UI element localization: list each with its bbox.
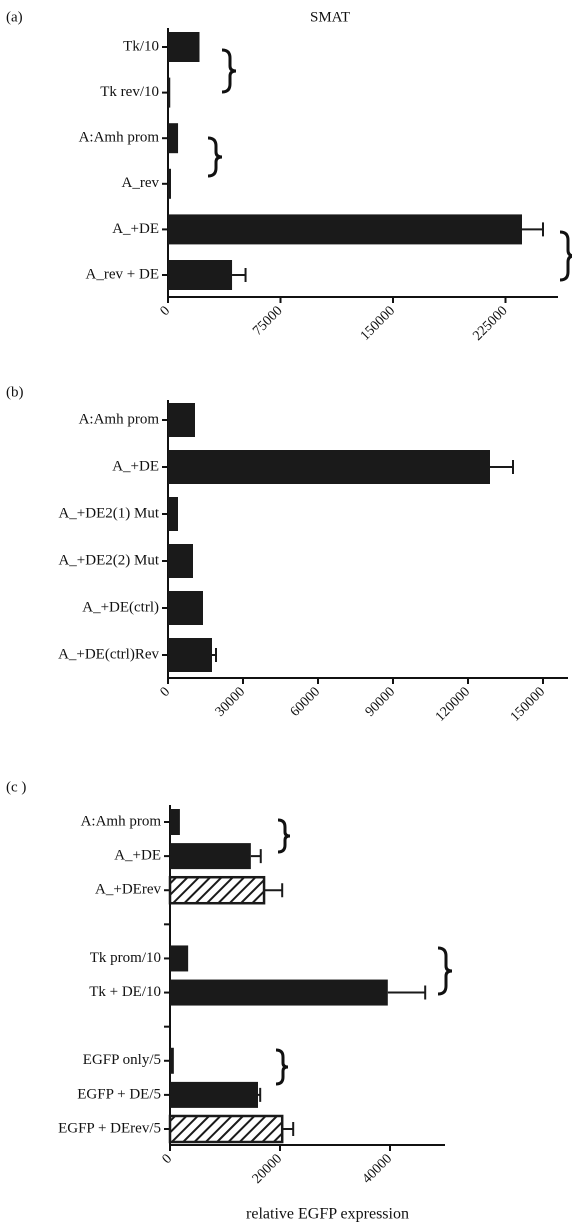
y-tick-label: EGFP + DE/5 bbox=[77, 1086, 161, 1102]
bar bbox=[168, 123, 179, 154]
x-tick-label: 225000 bbox=[470, 303, 510, 343]
y-tick-label: EGFP + DErev/5 bbox=[58, 1120, 161, 1136]
error-bar bbox=[490, 460, 514, 474]
y-tick-label: Tk/10 bbox=[123, 38, 159, 54]
error-bar bbox=[387, 985, 427, 1000]
y-tick-label: A_+DE bbox=[112, 221, 159, 237]
x-tick-label: 150000 bbox=[508, 684, 548, 724]
bar bbox=[168, 77, 171, 108]
bar bbox=[168, 32, 200, 62]
chart-title: SMAT bbox=[310, 9, 350, 25]
x-tick-label: 75000 bbox=[250, 303, 285, 338]
y-tick-label: A_+DErev bbox=[95, 882, 161, 898]
bar bbox=[168, 260, 233, 290]
error-bar bbox=[258, 1087, 262, 1102]
error-bar bbox=[232, 268, 247, 282]
bar bbox=[170, 809, 180, 835]
panel-label: (c ) bbox=[6, 779, 26, 795]
brace bbox=[275, 1048, 289, 1086]
bar bbox=[168, 168, 171, 199]
x-tick-label: 0 bbox=[160, 1151, 176, 1167]
x-tick-label: 0 bbox=[158, 303, 174, 319]
error-bar bbox=[250, 849, 262, 864]
x-tick-label: 120000 bbox=[433, 684, 473, 724]
y-tick-label: Tk + DE/10 bbox=[89, 984, 161, 1000]
y-tick-label: A_+DE bbox=[114, 848, 161, 864]
y-tick-label: A:Amh prom bbox=[81, 813, 162, 829]
x-tick-label: 40000 bbox=[360, 1151, 395, 1186]
brace bbox=[221, 48, 237, 94]
error-bar bbox=[264, 883, 284, 898]
error-bar bbox=[212, 648, 217, 662]
bar bbox=[170, 979, 388, 1006]
y-tick-label: A_+DE(ctrl)Rev bbox=[58, 646, 159, 662]
x-tick-label: 20000 bbox=[250, 1151, 285, 1186]
bar bbox=[168, 214, 522, 245]
bar bbox=[170, 1047, 174, 1074]
bar bbox=[168, 591, 203, 625]
error-bar bbox=[522, 222, 544, 237]
bar bbox=[170, 1081, 258, 1108]
y-tick-label: A_+DE(ctrl) bbox=[82, 599, 159, 615]
y-tick-label: A_+DE2(2) Mut bbox=[58, 552, 159, 568]
x-tick-label: 0 bbox=[158, 684, 174, 700]
y-tick-label: Tk prom/10 bbox=[90, 950, 161, 966]
y-tick-label: A_rev + DE bbox=[86, 266, 159, 282]
braces bbox=[207, 48, 572, 1086]
brace bbox=[277, 818, 291, 854]
bar bbox=[168, 875, 266, 905]
x-tick-label: 30000 bbox=[213, 684, 248, 719]
panel-label: (b) bbox=[6, 384, 24, 400]
brace bbox=[559, 230, 572, 282]
error-bar bbox=[282, 1122, 295, 1136]
brace bbox=[207, 136, 223, 178]
brace bbox=[437, 946, 453, 996]
x-tick-label: 150000 bbox=[358, 303, 398, 343]
x-tick-label: 60000 bbox=[288, 684, 323, 719]
bar bbox=[168, 1114, 284, 1144]
y-tick-label: A:Amh prom bbox=[79, 130, 160, 146]
x-tick-label: 90000 bbox=[363, 684, 398, 719]
bar bbox=[168, 403, 195, 437]
y-tick-label: Tk rev/10 bbox=[100, 84, 159, 100]
y-tick-label: A:Amh prom bbox=[79, 411, 160, 427]
y-tick-label: A_+DE bbox=[112, 458, 159, 474]
bar bbox=[168, 497, 178, 531]
bar bbox=[168, 638, 212, 672]
bar bbox=[170, 843, 251, 870]
bar bbox=[168, 450, 490, 484]
y-tick-label: A_+DE2(1) Mut bbox=[58, 505, 159, 521]
bar bbox=[168, 544, 193, 578]
x-axis-label: relative EGFP expression bbox=[246, 1206, 409, 1223]
panel-label: (a) bbox=[6, 9, 23, 25]
bar bbox=[170, 945, 189, 972]
y-tick-label: A_rev bbox=[122, 175, 160, 191]
y-tick-label: EGFP only/5 bbox=[83, 1052, 161, 1068]
